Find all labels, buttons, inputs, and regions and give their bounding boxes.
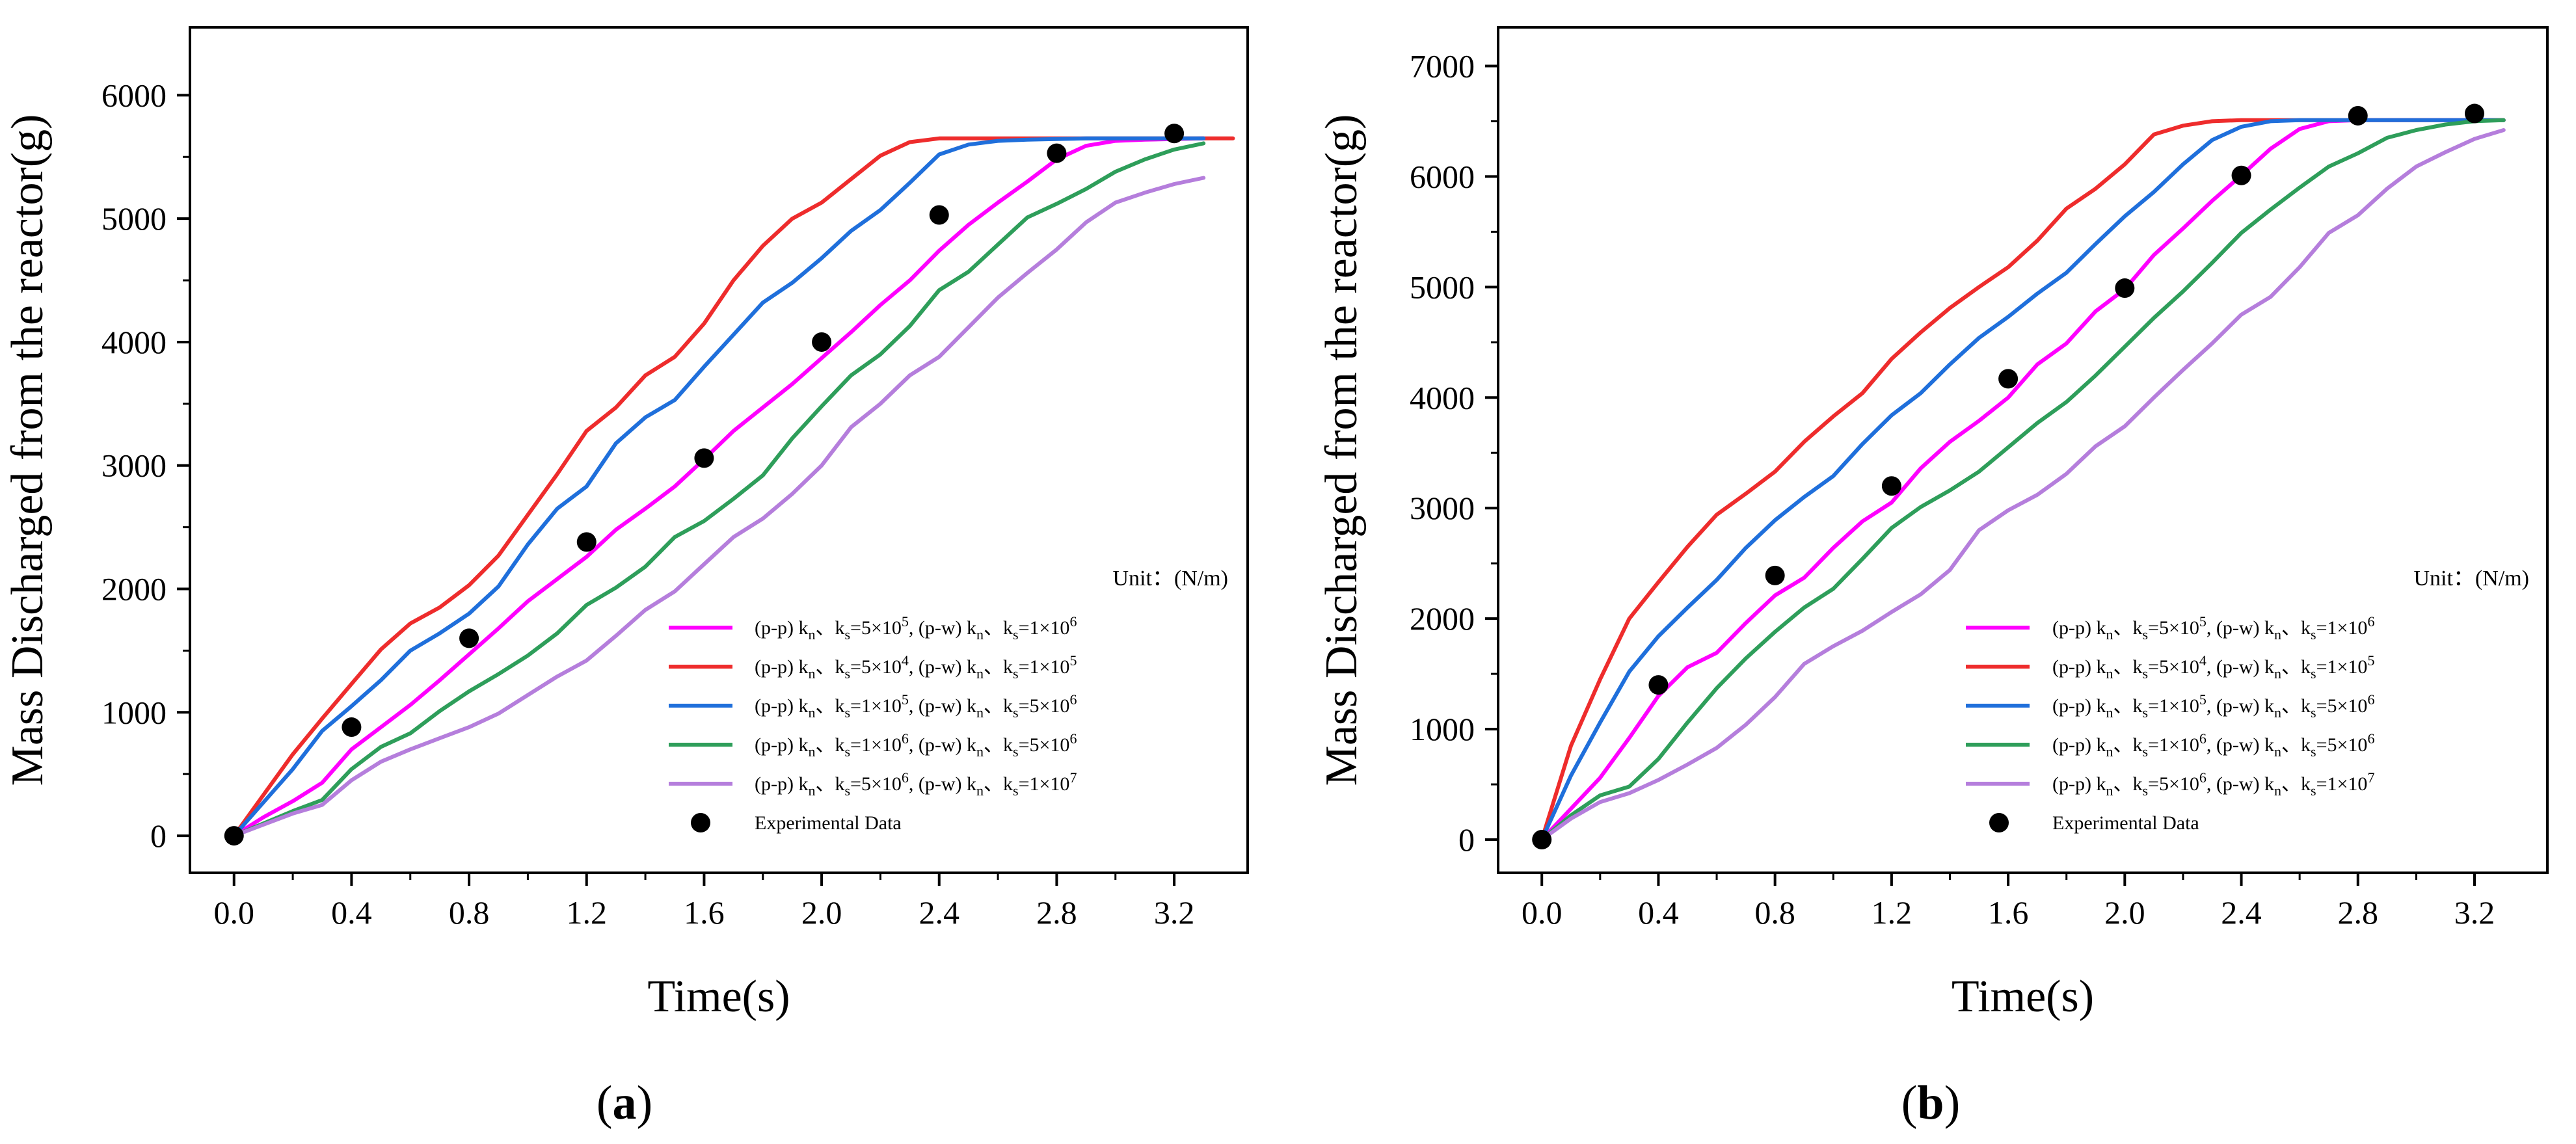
y-tick-label: 4000 (1410, 379, 1475, 416)
y-tick-label: 3000 (101, 447, 167, 484)
y-tick-label: 2000 (1410, 600, 1475, 637)
experimental-point (1648, 675, 1669, 695)
legend: Unit：(N/m) (p-p) kn、ks=5×105, (p-w) kn、ks… (669, 566, 1228, 834)
legend-label: (p-p) kn、ks=5×105, (p-w) kn、ks=1×106 (755, 613, 1077, 643)
panel-label: (a) (597, 1076, 652, 1130)
x-tick-label: 2.0 (2104, 894, 2145, 931)
legend-label: (p-p) kn、ks=1×106, (p-w) kn、ks=5×106 (755, 730, 1077, 760)
experimental-point (342, 717, 362, 738)
series-line-1 (232, 136, 1206, 838)
legend-experimental-marker (691, 813, 710, 832)
chart-panel-a: 0.0 0.4 0.8 1.2 1.6 2.0 2.4 2.8 3.2 0 1000 2000 3000… (3, 26, 1249, 1130)
series-line-5 (1540, 128, 2506, 842)
y-tick-label: 5000 (1410, 269, 1475, 305)
plot-frame (189, 26, 1249, 874)
experimental-point (2231, 165, 2251, 185)
experimental-point (459, 628, 479, 648)
experimental-point (694, 448, 714, 468)
y-tick-label: 1000 (1410, 711, 1475, 747)
experimental-point (2348, 105, 2368, 126)
x-tick-label: 0.4 (331, 894, 372, 931)
legend-label: (p-p) kn、ks=5×105, (p-w) kn、ks=1×106 (2052, 613, 2374, 643)
legend-title: Unit：(N/m) (2413, 566, 2529, 591)
series-line-2 (232, 136, 1235, 838)
legend-title: Unit：(N/m) (1112, 566, 1228, 591)
experimental-point (1765, 565, 1785, 585)
y-tick-label: 3000 (1410, 490, 1475, 526)
y-tick-label: 1000 (101, 694, 167, 730)
experimental-point (1532, 830, 1552, 850)
series-line-2 (1540, 118, 2506, 842)
x-tick-label: 0.8 (449, 894, 490, 931)
x-axis-title: Time(s) (1952, 972, 2094, 1022)
experimental-point (2115, 278, 2135, 299)
experimental-point (224, 826, 244, 846)
experimental-point (1164, 124, 1185, 144)
x-tick-label: 1.2 (567, 894, 608, 931)
x-tick-label: 0.4 (1638, 894, 1679, 931)
series-line-4 (1540, 118, 2506, 842)
x-tick-label: 2.4 (919, 894, 960, 931)
y-axis-title: Mass Discharged from the reactor(g) (1317, 114, 1367, 786)
y-tick-label: 0 (150, 818, 167, 854)
y-tick-label: 0 (1458, 821, 1475, 858)
chart-panel-b: 0.0 0.4 0.8 1.2 1.6 2.0 2.4 2.8 3.2 0 1000 2000 3000… (1317, 26, 2549, 1130)
x-tick-label: 2.4 (2221, 894, 2262, 931)
y-tick-label: 6000 (101, 77, 167, 113)
x-tick-label: 1.2 (1872, 894, 1912, 931)
x-tick-label: 1.6 (1988, 894, 2029, 931)
legend-label: (p-p) kn、ks=1×105, (p-w) kn、ks=5×106 (755, 691, 1077, 721)
series-line-4 (232, 141, 1206, 838)
x-tick-label: 0.0 (1522, 894, 1563, 931)
legend-experimental-label: Experimental Data (755, 812, 902, 834)
y-tick-label: 7000 (1410, 47, 1475, 84)
x-tick-label: 2.8 (2338, 894, 2379, 931)
plot-frame (1497, 26, 2549, 874)
experimental-point (1881, 476, 1901, 496)
series-line-5 (232, 176, 1206, 838)
legend-experimental-marker (1989, 813, 2009, 832)
experimental-point (1998, 369, 2019, 389)
experimental-point (812, 332, 832, 352)
y-tick-label: 5000 (101, 200, 167, 237)
legend-label: (p-p) kn、ks=1×105, (p-w) kn、ks=5×106 (2052, 691, 2374, 721)
legend-label: (p-p) kn、ks=5×106, (p-w) kn、ks=1×107 (755, 769, 1077, 799)
legend-label: (p-p) kn、ks=5×104, (p-w) kn、ks=1×105 (755, 652, 1077, 682)
x-tick-label: 3.2 (2454, 894, 2495, 931)
panel-label: (b) (1901, 1076, 1960, 1130)
series-line-3 (232, 136, 1206, 838)
y-tick-label: 4000 (101, 324, 167, 360)
y-tick-label: 2000 (101, 571, 167, 607)
legend: Unit：(N/m) (p-p) kn、ks=5×105, (p-w) kn、ks… (1966, 566, 2529, 834)
experimental-point (2464, 103, 2484, 124)
experimental-point (1047, 143, 1067, 163)
legend-label: (p-p) kn、ks=5×106, (p-w) kn、ks=1×107 (2052, 769, 2374, 799)
x-tick-label: 0.0 (214, 894, 255, 931)
x-tick-label: 3.2 (1154, 894, 1195, 931)
legend-experimental-label: Experimental Data (2052, 812, 2199, 834)
series-line-3 (1540, 118, 2506, 842)
experimental-point (929, 205, 949, 225)
series-line-1 (1540, 118, 2506, 842)
x-tick-label: 1.6 (684, 894, 725, 931)
x-tick-label: 2.8 (1036, 894, 1077, 931)
experimental-point (576, 532, 597, 552)
y-tick-label: 6000 (1410, 158, 1475, 194)
x-tick-label: 2.0 (801, 894, 842, 931)
y-axis-title: Mass Discharged from the reactor(g) (3, 114, 53, 786)
legend-label: (p-p) kn、ks=5×104, (p-w) kn、ks=1×105 (2052, 652, 2374, 682)
legend-label: (p-p) kn、ks=1×106, (p-w) kn、ks=5×106 (2052, 730, 2374, 760)
x-axis-title: Time(s) (647, 972, 790, 1022)
x-tick-label: 0.8 (1754, 894, 1795, 931)
